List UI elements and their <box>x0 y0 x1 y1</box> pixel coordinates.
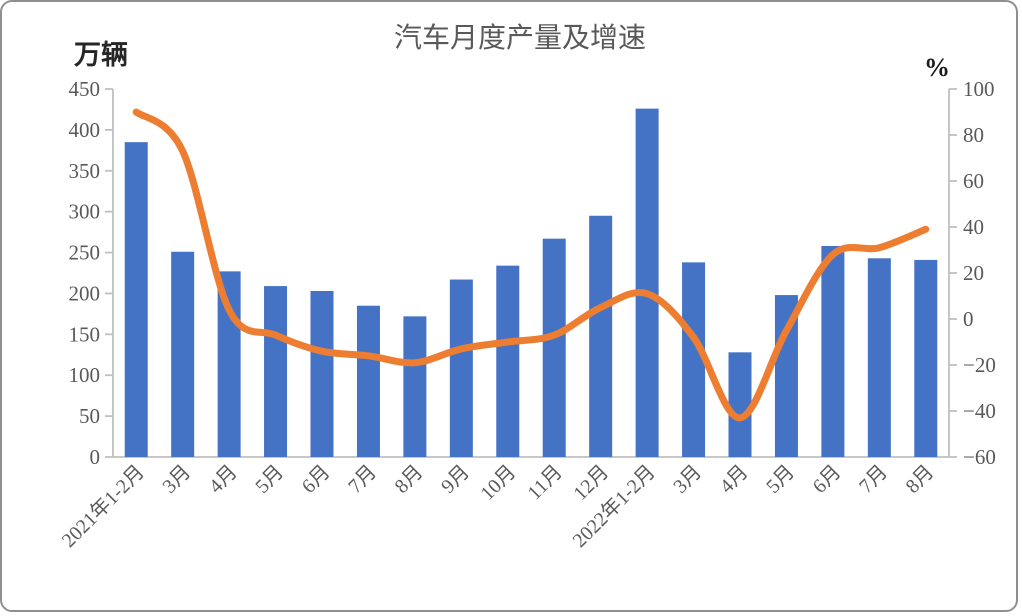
left-axis-tick-label: 250 <box>69 241 101 265</box>
right-axis-tick-label: 80 <box>963 123 984 147</box>
right-axis-tick-label: −40 <box>963 399 996 423</box>
bar-7 <box>449 279 473 457</box>
x-axis-label-7: 9月 <box>437 461 474 498</box>
right-axis-tick-label: −20 <box>963 353 996 377</box>
bar-5 <box>356 305 380 457</box>
x-axis-label-3: 5月 <box>251 461 288 498</box>
x-axis-label-13: 4月 <box>716 461 753 498</box>
x-axis-label-2: 4月 <box>205 461 242 498</box>
right-axis-tick-label: 0 <box>963 307 974 331</box>
bar-16 <box>867 258 891 457</box>
left-axis-tick-label: 300 <box>69 200 101 224</box>
bar-12 <box>682 262 706 457</box>
x-axis-label-5: 7月 <box>344 461 381 498</box>
left-axis-tick-label: 100 <box>69 363 101 387</box>
right-axis-tick-label: 40 <box>963 215 984 239</box>
x-axis-label-0: 2021年1-2月 <box>57 460 149 552</box>
x-axis-label-9: 11月 <box>523 461 566 504</box>
bar-3 <box>264 286 288 457</box>
right-axis-tick-label: 60 <box>963 169 984 193</box>
right-axis-tick-label: −60 <box>963 445 996 469</box>
x-axis-label-17: 8月 <box>902 461 939 498</box>
bar-0 <box>124 142 148 457</box>
x-axis-label-15: 6月 <box>809 461 846 498</box>
bar-13 <box>728 352 752 457</box>
x-axis-label-12: 3月 <box>669 461 706 498</box>
bar-8 <box>496 265 520 457</box>
left-axis-tick-label: 0 <box>90 445 101 469</box>
x-axis-label-1: 3月 <box>158 461 195 498</box>
left-axis-title: 万辆 <box>74 40 128 70</box>
bar-17 <box>914 259 938 457</box>
x-axis-label-16: 7月 <box>855 461 892 498</box>
x-axis-label-11: 2022年1-2月 <box>568 460 660 552</box>
growth-line <box>132 108 930 422</box>
left-axis-tick-label: 400 <box>69 118 101 142</box>
bar-9 <box>542 238 566 457</box>
bar-1 <box>171 251 195 457</box>
left-axis-tick-label: 350 <box>69 159 101 183</box>
left-axis-tick-label: 50 <box>79 404 100 428</box>
chart-title: 汽车月度产量及增速 <box>394 22 646 54</box>
bar-15 <box>821 246 845 457</box>
left-axis-tick-label: 150 <box>69 322 101 346</box>
bar-11 <box>635 108 659 458</box>
bar-10 <box>589 215 613 457</box>
plot-area: 0 50 100 150 200 250 300 350 400 450 −60 −40 −20 0 20 4… <box>57 77 996 552</box>
right-axis-tick-label: 100 <box>963 77 995 101</box>
right-axis-tick-label: 20 <box>963 261 984 285</box>
left-axis-tick-label: 200 <box>69 281 101 305</box>
right-axis-title: % <box>924 53 950 82</box>
x-axis-label-14: 5月 <box>762 461 799 498</box>
x-axis-label-8: 10月 <box>476 461 520 505</box>
left-axis-tick-label: 450 <box>69 77 101 101</box>
bar-4 <box>310 290 334 457</box>
bar-6 <box>403 316 427 457</box>
x-axis-label-6: 8月 <box>391 461 428 498</box>
x-axis-label-4: 6月 <box>298 461 335 498</box>
